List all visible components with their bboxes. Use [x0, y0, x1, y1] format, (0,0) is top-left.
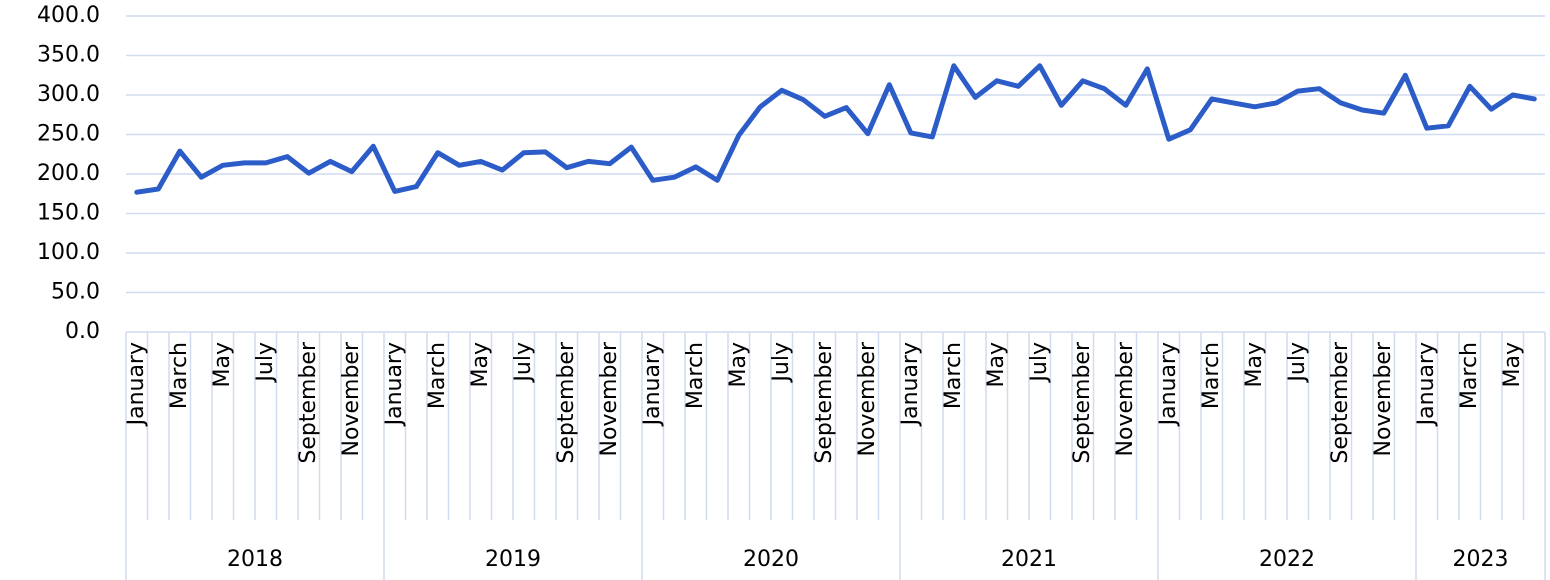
- y-tick-label: 400.0: [37, 3, 100, 28]
- x-group-label: 2020: [743, 547, 799, 572]
- x-tick-label: July: [1027, 342, 1052, 384]
- x-tick-label: July: [769, 342, 794, 384]
- x-tick-label: March: [941, 342, 966, 409]
- y-tick-label: 300.0: [37, 82, 100, 107]
- y-tick-label: 50.0: [51, 280, 100, 305]
- x-tick-label: March: [167, 342, 192, 409]
- x-tick-label: November: [1371, 341, 1396, 456]
- x-tick-label: September: [1328, 341, 1353, 464]
- x-tick-label: January: [898, 342, 923, 427]
- x-tick-label: November: [855, 341, 880, 456]
- x-tick-label: July: [253, 342, 278, 384]
- y-tick-label: 350.0: [37, 43, 100, 68]
- x-tick-label: March: [683, 342, 708, 409]
- x-tick-label: July: [1285, 342, 1310, 384]
- x-tick-label: January: [382, 342, 407, 427]
- x-tick-label: May: [468, 342, 493, 387]
- x-tick-label: September: [812, 341, 837, 464]
- x-group-label: 2021: [1001, 547, 1057, 572]
- x-tick-label: July: [511, 342, 536, 384]
- x-tick-label: September: [554, 341, 579, 464]
- x-tick-label: November: [597, 341, 622, 456]
- y-tick-label: 150.0: [37, 201, 100, 226]
- y-tick-label: 250.0: [37, 122, 100, 147]
- x-tick-label: November: [339, 341, 364, 456]
- x-tick-label: January: [1156, 342, 1181, 427]
- x-group-label: 2018: [227, 547, 283, 572]
- y-tick-label: 100.0: [37, 240, 100, 265]
- y-tick-label: 0.0: [65, 319, 100, 344]
- x-group-label: 2019: [485, 547, 541, 572]
- x-tick-label: March: [1457, 342, 1482, 409]
- x-group-label: 2022: [1259, 547, 1315, 572]
- x-tick-label: May: [984, 342, 1009, 387]
- x-tick-label: January: [124, 342, 149, 427]
- x-tick-label: November: [1113, 341, 1138, 456]
- x-tick-label: May: [726, 342, 751, 387]
- x-tick-label: September: [296, 341, 321, 464]
- x-tick-label: September: [1070, 341, 1095, 464]
- x-tick-label: January: [640, 342, 665, 427]
- x-tick-label: May: [210, 342, 235, 387]
- x-tick-label: May: [1242, 342, 1267, 387]
- data-line: [134, 63, 1537, 195]
- x-tick-label: March: [1199, 342, 1224, 409]
- x-tick-label: January: [1414, 342, 1439, 427]
- x-group-label: 2023: [1453, 547, 1509, 572]
- x-tick-label: March: [425, 342, 450, 409]
- x-tick-label: May: [1500, 342, 1525, 387]
- y-tick-label: 200.0: [37, 161, 100, 186]
